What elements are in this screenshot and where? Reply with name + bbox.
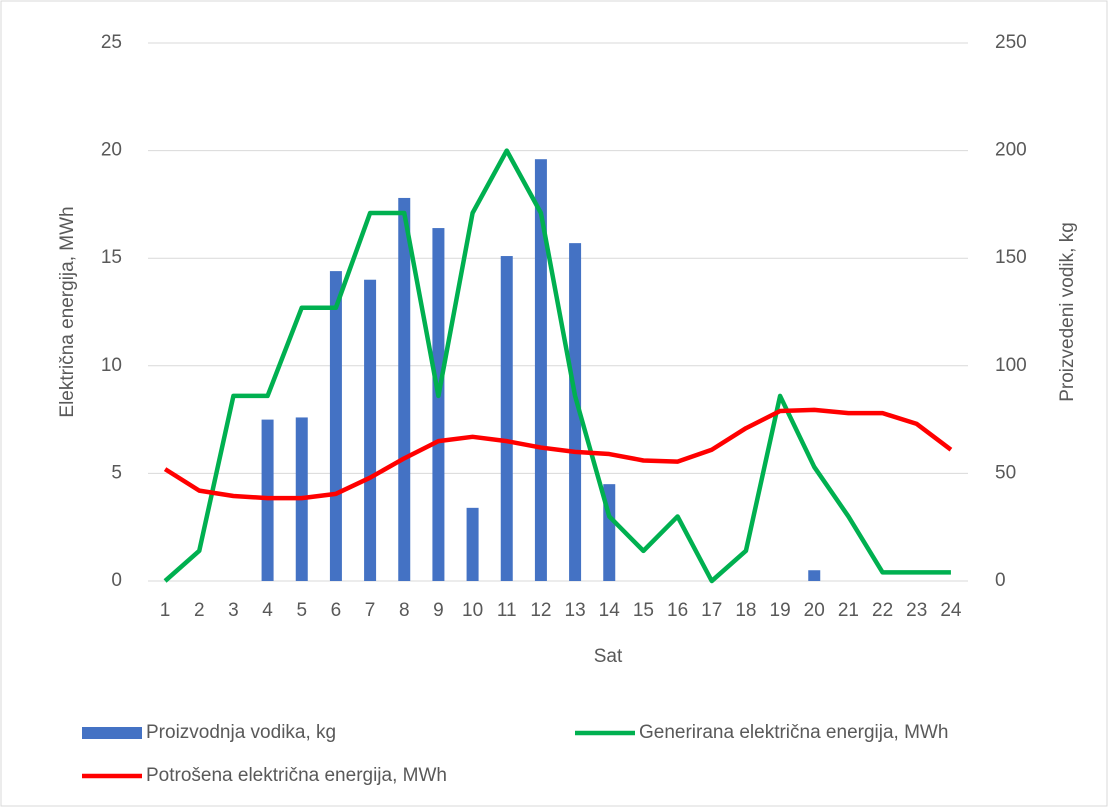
y2-tick-label: 50 (995, 462, 1016, 483)
line-series (163, 148, 951, 584)
y-tick-label: 5 (111, 462, 122, 483)
x-tick-label: 3 (228, 600, 239, 621)
x-tick-label: 4 (262, 600, 273, 621)
x-tick-label: 2 (194, 600, 205, 621)
y2-tick-label: 200 (995, 140, 1027, 161)
x-tick-label: 15 (633, 600, 654, 621)
x-tick-label: 6 (331, 600, 342, 621)
x-tick-label: 11 (497, 600, 517, 621)
x-tick-label: 21 (838, 600, 859, 621)
y2-tick-label: 250 (995, 32, 1027, 53)
legend-label: Potrošena električna energija, MWh (146, 765, 447, 786)
bar (808, 570, 821, 581)
y-axis-title: Električna energija, MWh (57, 206, 78, 417)
y-tick-label: 15 (101, 247, 122, 268)
x-tick-label: 16 (667, 600, 688, 621)
bar (432, 228, 445, 581)
bar (398, 197, 411, 581)
x-tick-label: 5 (296, 600, 307, 621)
bar (534, 159, 547, 581)
legend-label: Proizvodnja vodika, kg (146, 722, 336, 743)
x-tick-label: 18 (735, 600, 756, 621)
x-tick-label: 12 (530, 600, 551, 621)
legend-swatch (82, 727, 142, 739)
x-tick-label: 23 (906, 600, 927, 621)
x-tick-label: 24 (940, 600, 962, 621)
y2-tick-label: 100 (995, 355, 1027, 376)
bar (500, 256, 513, 581)
y2-tick-label: 0 (995, 570, 1006, 591)
x-tick-label: 9 (433, 600, 444, 621)
bar (329, 271, 342, 581)
x-tick-label: 1 (160, 600, 171, 621)
x-tick-label: 17 (701, 600, 722, 621)
x-tick-label: 19 (770, 600, 791, 621)
x-tick-label: 13 (565, 600, 586, 621)
y2-axis-title: Proizvedeni vodik, kg (1057, 222, 1078, 402)
bar (364, 279, 377, 581)
x-tick-label: 7 (365, 600, 376, 621)
x-tick-label: 10 (462, 600, 483, 621)
x-tick-label: 20 (804, 600, 825, 621)
line-series (163, 407, 953, 501)
y-tick-label: 0 (111, 570, 122, 591)
y-tick-label: 10 (101, 355, 122, 376)
x-tick-label: 22 (872, 600, 893, 621)
x-tick-label: 14 (599, 600, 621, 621)
legend-label: Generirana električna energija, MWh (639, 722, 948, 743)
y-tick-label: 25 (101, 32, 122, 53)
x-axis-title: Sat (594, 646, 623, 667)
y2-tick-label: 150 (995, 247, 1027, 268)
x-tick-label: 8 (399, 600, 410, 621)
y-tick-label: 20 (101, 140, 122, 161)
bar (569, 243, 582, 582)
bar (466, 507, 479, 581)
